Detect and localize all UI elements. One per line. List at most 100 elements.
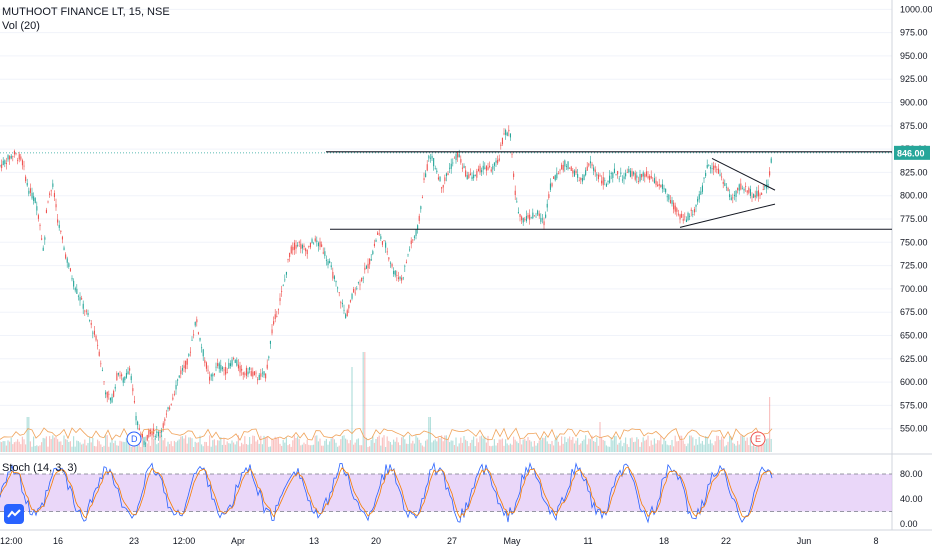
volume-bar	[77, 441, 79, 452]
volume-bar	[45, 436, 47, 452]
candle-body	[236, 359, 238, 366]
volume-bar	[388, 440, 390, 452]
candle-body	[165, 413, 167, 415]
candle-body	[31, 192, 33, 199]
volume-legend[interactable]: Vol (20)	[2, 20, 40, 32]
candle-body	[66, 258, 68, 263]
volume-bar	[49, 436, 51, 452]
volume-bar	[113, 443, 115, 452]
volume-bar	[319, 438, 321, 452]
candle-body	[701, 185, 703, 192]
volume-bar	[673, 446, 675, 452]
volume-bar	[173, 440, 175, 452]
volume-bar	[500, 439, 502, 452]
volume-bar	[132, 445, 134, 452]
candle-body	[249, 367, 251, 370]
volume-bar	[199, 435, 201, 452]
volume-bar	[541, 437, 543, 452]
candle-body	[148, 428, 150, 438]
candle-body	[605, 183, 607, 187]
candle-body	[178, 375, 180, 378]
volume-bar	[263, 435, 265, 452]
volume-bar	[490, 446, 492, 452]
candle-body	[471, 176, 473, 180]
volume-bar	[729, 436, 731, 452]
candle-body	[229, 363, 231, 367]
candle-body	[681, 213, 683, 218]
candle-body	[693, 209, 695, 213]
candle-body	[628, 168, 630, 173]
volume-bar	[157, 442, 159, 452]
volume-bar	[452, 440, 454, 452]
candle-body	[306, 250, 308, 255]
candle-body	[564, 160, 566, 167]
candle-body	[493, 162, 495, 166]
volume-bar	[665, 440, 667, 452]
volume-bar	[212, 440, 214, 452]
volume-bar	[317, 441, 319, 452]
symbol-title[interactable]: MUTHOOT FINANCE LT, 15, NSE	[2, 6, 170, 18]
candle-body	[223, 369, 225, 371]
volume-bar	[751, 445, 753, 452]
volume-bar	[215, 445, 217, 452]
volume-bar	[524, 438, 526, 452]
candle-body	[370, 259, 372, 261]
candle-body	[741, 188, 743, 190]
volume-bar	[532, 446, 534, 452]
candle-body	[327, 261, 329, 266]
volume-bar	[572, 436, 574, 452]
stoch-legend[interactable]: Stoch (14, 3, 3)	[2, 462, 78, 474]
volume-bar	[431, 442, 433, 452]
volume-bar	[466, 441, 468, 452]
volume-bar	[250, 443, 252, 452]
volume-bar	[681, 435, 683, 452]
candle-body	[719, 174, 721, 176]
candle-body	[15, 153, 17, 155]
time-axis-label: 20	[371, 536, 381, 546]
volume-bar	[129, 443, 131, 452]
candle-body	[735, 190, 737, 197]
candle-body	[159, 431, 161, 433]
volume-bar	[602, 439, 604, 452]
price-tick-label: 775.00	[900, 214, 928, 224]
volume-bar	[514, 439, 516, 452]
volume-bar	[692, 437, 694, 452]
volume-bar	[346, 439, 348, 452]
volume-bar	[44, 438, 46, 452]
volume-bar	[348, 443, 350, 452]
candle-body	[647, 176, 649, 178]
volume-bar	[146, 443, 148, 452]
volume-bar	[402, 436, 404, 452]
volume-bar	[561, 436, 563, 452]
volume-bar	[716, 435, 718, 452]
candle-body	[84, 310, 86, 312]
volume-bar	[682, 440, 684, 452]
candle-body	[770, 158, 772, 163]
candle-body	[649, 176, 651, 180]
candle-body	[570, 166, 572, 171]
volume-bar	[316, 435, 318, 452]
candle-body	[89, 320, 91, 321]
volume-bar	[172, 446, 174, 452]
candle-body	[756, 191, 758, 197]
volume-bar	[754, 446, 756, 452]
candle-body	[535, 216, 537, 218]
volume-bar	[471, 439, 473, 452]
candle-body	[282, 285, 284, 287]
candle-body	[437, 177, 439, 180]
volume-bar	[81, 444, 83, 452]
volume-bar	[373, 442, 375, 452]
candle-body	[725, 186, 727, 188]
volume-bar	[594, 441, 596, 452]
candle-body	[117, 373, 119, 375]
price-tick-label: 900.00	[900, 98, 928, 108]
volume-bar	[722, 439, 724, 452]
volume-bar	[713, 445, 715, 452]
candle-body	[146, 434, 148, 441]
volume-bar	[356, 439, 358, 452]
volume-bar	[185, 435, 187, 452]
volume-bar	[631, 437, 633, 452]
volume-bar	[513, 436, 515, 452]
volume-bar	[596, 437, 598, 452]
